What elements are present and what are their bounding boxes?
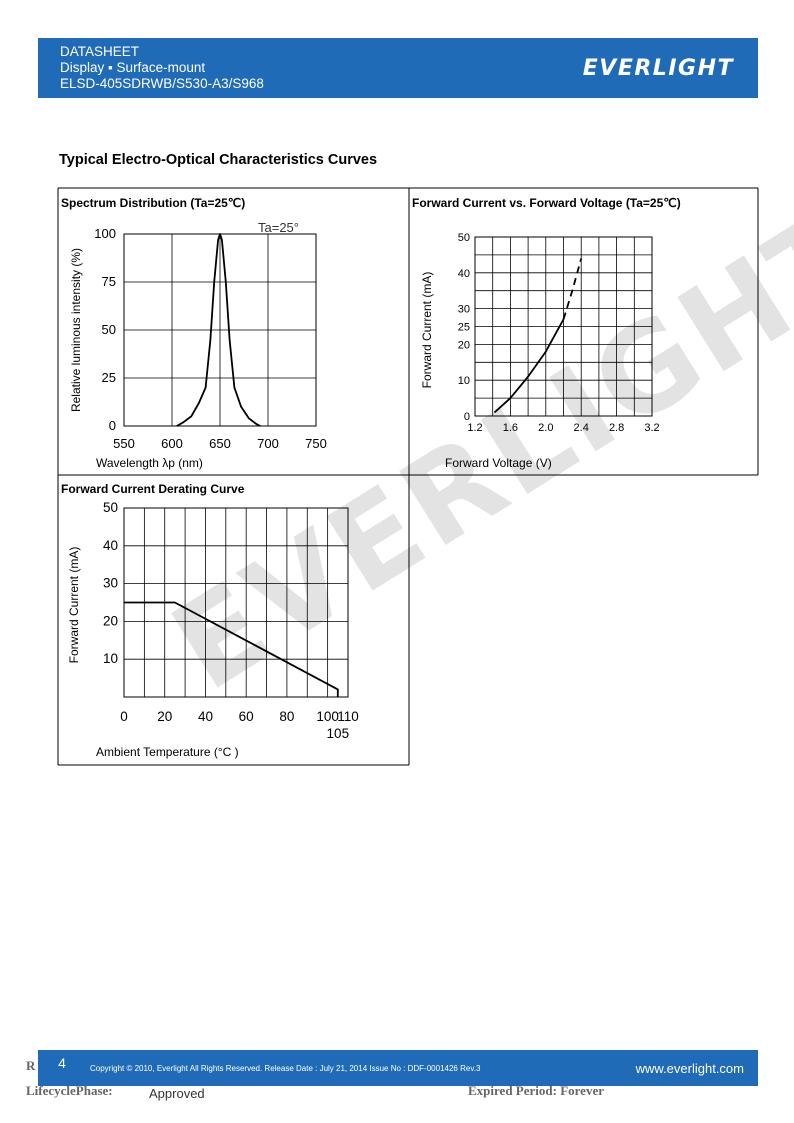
spectrum-chart: 550 600 650 700 750 0 25 50 75 100 Wavelength λp (… xyxy=(69,220,327,470)
y-axis-label: Relative luminous intensity (%) xyxy=(69,248,83,412)
x-tick-label: 60 xyxy=(239,709,254,724)
lifecycle-label: LifecyclePhase: xyxy=(26,1083,113,1098)
x-tick-label: 40 xyxy=(198,709,213,724)
x-tick-label: 110 xyxy=(337,709,359,724)
y-tick-label: 75 xyxy=(102,274,116,289)
x-axis-label: Wavelength λp (nm) xyxy=(96,456,203,470)
x-tick-label: 650 xyxy=(209,436,231,451)
y-tick-label: 25 xyxy=(102,370,116,385)
y-tick-label: 30 xyxy=(458,304,470,316)
page-number: 4 xyxy=(58,1055,66,1071)
x-tick-label: 20 xyxy=(157,709,172,724)
forward-voltage-chart: 1.2 1.6 2.0 2.4 2.8 3.2 0 10 20 25 30 40 50 Forward V… xyxy=(420,232,660,470)
datasheet-header: DATASHEET Display ▪ Surface-mount ELSD-4… xyxy=(38,38,758,98)
y-tick-label: 50 xyxy=(103,500,118,515)
y-tick-label: 50 xyxy=(458,232,470,244)
y-tick-label: 40 xyxy=(103,538,118,553)
temperature-annotation: Ta=25° xyxy=(258,220,299,235)
expired-period: Expired Period: Forever xyxy=(468,1083,604,1098)
website-link[interactable]: www.everlight.com xyxy=(635,1061,744,1076)
lifecycle-value: Approved xyxy=(149,1086,205,1101)
x-tick-label: 700 xyxy=(257,436,279,451)
spectrum-panel-title: Spectrum Distribution (Ta=25℃) xyxy=(61,196,246,210)
section-title: Typical Electro-Optical Characteristics … xyxy=(59,152,378,168)
fv-panel-title: Forward Current vs. Forward Voltage (Ta=… xyxy=(412,196,681,210)
y-tick-label: 10 xyxy=(103,651,118,666)
y-tick-label: 100 xyxy=(94,226,116,241)
y-tick-label: 0 xyxy=(109,418,116,433)
x-tick-label: 1.2 xyxy=(467,422,482,434)
series-line xyxy=(124,601,339,697)
x-axis-label: Forward Voltage (V) xyxy=(445,456,552,470)
x-axis-label: Ambient Temperature (°C ) xyxy=(96,745,239,759)
plot-frame xyxy=(474,236,653,417)
x-tick-label: 105 xyxy=(327,726,350,741)
series-line xyxy=(176,233,261,427)
x-tick-label: 2.8 xyxy=(609,422,624,434)
x-tick-label: 0 xyxy=(120,709,128,724)
header-text: DATASHEET Display ▪ Surface-mount ELSD-4… xyxy=(60,44,264,92)
x-tick-label: 1.6 xyxy=(503,422,518,434)
y-axis-label: Forward Current (mA) xyxy=(67,547,81,664)
y-tick-label: 0 xyxy=(464,411,470,423)
y-tick-label: 40 xyxy=(458,268,470,280)
x-tick-label: 80 xyxy=(279,709,294,724)
x-tick-label: 600 xyxy=(161,436,183,451)
x-tick-label: 550 xyxy=(113,436,135,451)
y-tick-label: 50 xyxy=(102,322,116,337)
doc-category: Display ▪ Surface-mount xyxy=(60,60,206,75)
revision-label: R xyxy=(26,1058,36,1073)
x-tick-label: 3.2 xyxy=(644,422,659,434)
x-tick-label: 750 xyxy=(305,436,327,451)
copyright-text: Copyright © 2010, Everlight All Rights R… xyxy=(90,1064,481,1073)
y-tick-label: 30 xyxy=(103,576,118,591)
x-tick-label: 2.4 xyxy=(574,422,589,434)
doc-type: DATASHEET xyxy=(60,44,140,59)
everlight-logo: EVERLIGHT xyxy=(582,56,734,81)
x-tick-label: 2.0 xyxy=(538,422,553,434)
series-line xyxy=(562,258,583,320)
y-axis-label: Forward Current (mA) xyxy=(420,272,434,389)
page-footer: 4 Copyright © 2010, Everlight All Rights… xyxy=(38,1050,758,1086)
y-tick-label: 20 xyxy=(458,339,470,351)
x-tick-label: 100 xyxy=(316,709,339,724)
y-tick-label: 10 xyxy=(458,375,470,387)
series-line xyxy=(493,318,565,414)
part-number: ELSD-405SDRWB/S530-A3/S968 xyxy=(60,76,264,91)
y-tick-label: 20 xyxy=(103,613,118,628)
y-tick-label: 25 xyxy=(458,322,470,334)
derating-panel-title: Forward Current Derating Curve xyxy=(61,482,245,496)
